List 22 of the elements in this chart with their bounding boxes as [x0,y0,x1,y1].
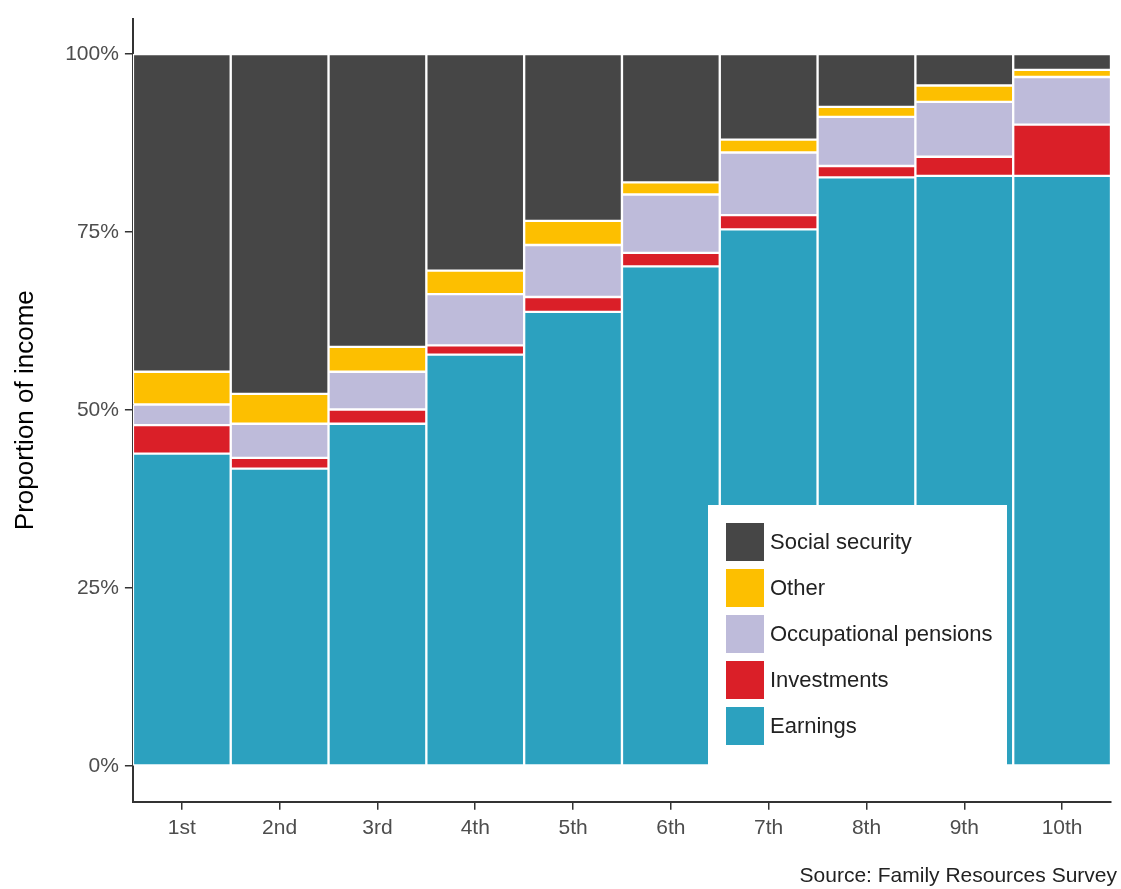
x-tick-label: 3rd [362,815,393,839]
y-tick-label: 0% [88,753,119,776]
y-tick-label: 50% [76,397,119,420]
x-tick-label: 1st [167,815,196,839]
legend-label: Occupational pensions [770,621,993,647]
legend-label: Social security [770,529,912,555]
y-tick-label: 75% [76,219,119,242]
x-tick-label: 6th [656,815,686,839]
x-tick-label: 2nd [262,815,298,839]
x-tick-label: 8th [851,815,882,839]
x-tick-label: 4th [460,815,490,839]
x-tick-label: 10th [1041,815,1083,839]
legend-label: Earnings [770,713,857,739]
y-tick-label: 100% [65,41,119,64]
x-tick-label: 9th [949,815,979,839]
y-tick-label: 25% [76,575,119,598]
legend-label: Other [770,575,826,601]
source-note: Source: Family Resources Survey [799,863,1117,887]
x-tick-label: 5th [558,815,588,839]
x-tick-label: 7th [754,815,784,839]
legend-label: Investments [770,667,889,693]
y-axis-title: Proportion of income [8,290,39,531]
